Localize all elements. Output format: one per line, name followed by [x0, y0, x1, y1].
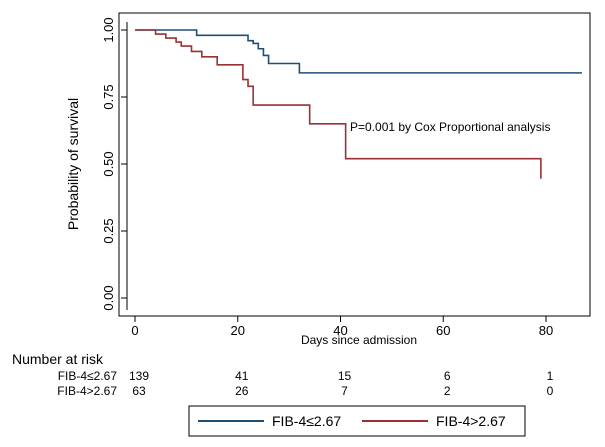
risk-count: 139	[129, 369, 149, 383]
risk-count: 1	[547, 369, 554, 383]
y-axis-title: Probability of survival	[65, 98, 81, 230]
risk-count: 0	[547, 384, 554, 398]
x-axis-title: Days since admission	[301, 333, 417, 347]
y-ticks: 0.00 0.25 0.50 0.75 1.00	[101, 17, 127, 311]
x-tick-label: 80	[539, 323, 553, 338]
risk-count: 63	[132, 384, 146, 398]
series-line-2	[135, 29, 542, 179]
series-line-1	[135, 29, 582, 74]
x-ticks: 0 20 40 60 80	[131, 316, 553, 338]
y-tick-label: 0.50	[101, 151, 116, 176]
legend-label: FIB-4>2.67	[436, 413, 506, 429]
risk-count: 7	[341, 384, 348, 398]
legend-label: FIB-4≤2.67	[272, 413, 341, 429]
x-tick-label: 60	[436, 323, 450, 338]
risk-row-label: FIB-4≤2.67	[58, 369, 118, 383]
x-tick-label: 40	[333, 323, 347, 338]
risk-row-label: FIB-4>2.67	[57, 384, 117, 398]
risk-count: 6	[444, 369, 451, 383]
series-layer	[135, 29, 582, 179]
y-tick-label: 0.00	[101, 285, 116, 310]
risk-count: 15	[338, 369, 352, 383]
legend: FIB-4≤2.67 FIB-4>2.67	[188, 405, 526, 437]
x-tick-label: 0	[131, 323, 138, 338]
risk-count: 2	[444, 384, 451, 398]
plot-frame	[118, 12, 591, 317]
risk-count: 41	[235, 369, 249, 383]
y-tick-label: 0.25	[101, 218, 116, 243]
risk-table: FIB-4≤2.67 139 41 15 6 1 FIB-4>2.67 63 26 7 2 0	[57, 369, 553, 398]
y-tick-label: 1.00	[101, 17, 116, 42]
y-tick-label: 0.75	[101, 84, 116, 109]
risk-count: 26	[235, 384, 249, 398]
p-value-annotation: P=0.001 by Cox Proportional analysis	[350, 120, 550, 134]
x-tick-label: 20	[231, 323, 245, 338]
risk-table-title: Number at risk	[12, 351, 104, 367]
